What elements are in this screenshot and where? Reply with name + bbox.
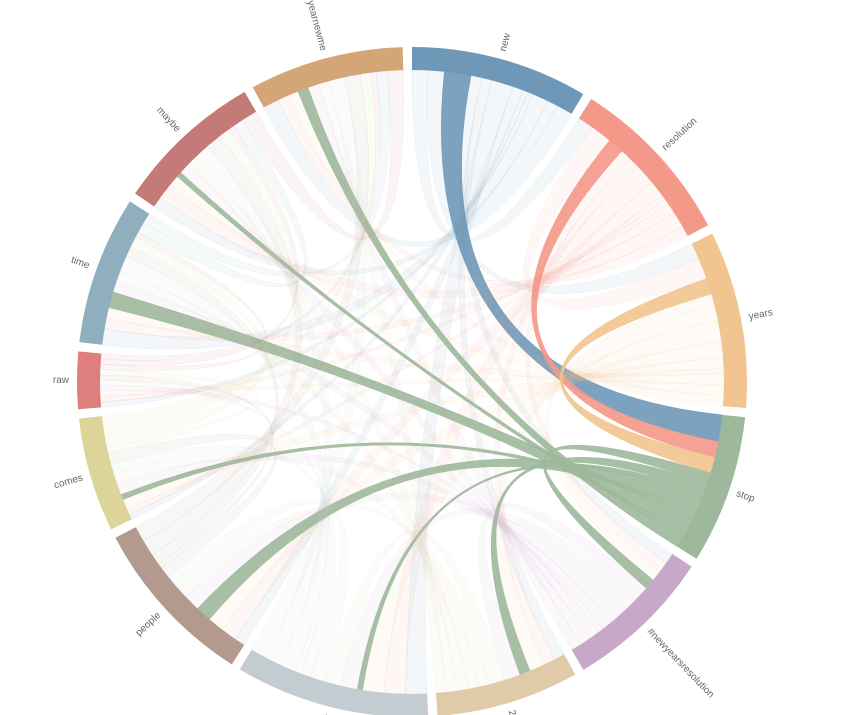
chord <box>99 380 330 674</box>
group-label: 2018 <box>506 709 523 715</box>
group-arc <box>79 416 132 530</box>
group-arc <box>135 91 257 207</box>
chord <box>129 90 529 520</box>
group-label: time <box>69 255 91 272</box>
group-arc <box>677 414 746 559</box>
group-arc <box>79 201 150 345</box>
group-label: #newyearsresolution <box>645 626 716 700</box>
chord <box>99 385 604 633</box>
group-label: new <box>498 31 514 52</box>
chord <box>101 72 377 428</box>
chord <box>187 156 458 693</box>
group-arc <box>578 98 709 237</box>
chord <box>543 444 711 589</box>
chord <box>178 504 490 688</box>
chord <box>277 95 689 287</box>
chord <box>234 86 524 646</box>
chord <box>263 99 572 247</box>
chord <box>99 231 267 371</box>
group-arc <box>77 351 102 410</box>
group-label: #newyearnewme <box>298 0 328 53</box>
group-arc <box>252 47 404 108</box>
chord <box>143 70 390 277</box>
chord <box>107 433 277 578</box>
chord <box>441 71 723 442</box>
group-label: people <box>134 610 164 639</box>
group-arc <box>571 553 692 670</box>
group-arc <box>412 47 584 114</box>
group-arc <box>691 233 747 408</box>
chord <box>383 165 653 695</box>
group-label: maybe <box>154 105 183 135</box>
group-arc <box>115 527 245 665</box>
group-arc <box>435 654 576 715</box>
chord <box>297 87 683 547</box>
group-label: years <box>748 307 774 322</box>
group-arc <box>239 649 429 715</box>
group-label: stop <box>735 488 757 505</box>
chords <box>99 69 725 695</box>
group-label: comes <box>53 472 84 491</box>
group-label: resolution <box>660 116 699 154</box>
chord <box>287 91 724 407</box>
chord <box>167 499 349 683</box>
chord <box>143 135 302 556</box>
chord <box>318 81 447 694</box>
group-label: raw <box>53 375 70 386</box>
